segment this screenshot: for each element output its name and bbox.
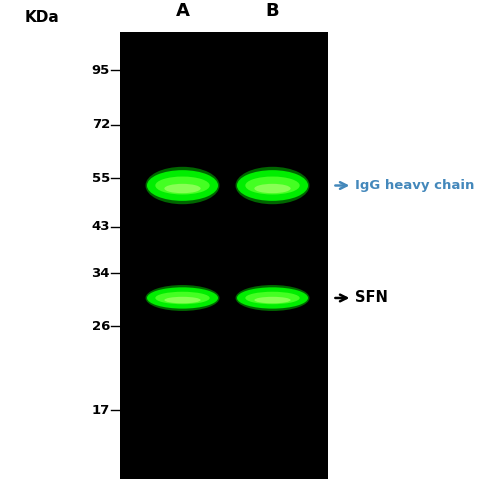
Ellipse shape — [236, 167, 310, 204]
Ellipse shape — [156, 177, 210, 195]
Ellipse shape — [156, 292, 210, 304]
Text: 72: 72 — [92, 118, 110, 131]
Text: 34: 34 — [92, 267, 110, 280]
Text: 17: 17 — [92, 404, 110, 417]
Text: A: A — [176, 2, 190, 20]
Ellipse shape — [147, 287, 218, 308]
Ellipse shape — [236, 285, 310, 311]
Text: 55: 55 — [92, 172, 110, 185]
Ellipse shape — [164, 297, 200, 303]
Text: 26: 26 — [92, 320, 110, 333]
Ellipse shape — [237, 170, 308, 201]
Ellipse shape — [146, 285, 220, 311]
Ellipse shape — [164, 184, 200, 193]
Ellipse shape — [146, 167, 220, 204]
Ellipse shape — [254, 184, 290, 193]
Ellipse shape — [246, 177, 300, 195]
Ellipse shape — [254, 297, 290, 303]
Text: IgG heavy chain: IgG heavy chain — [336, 179, 474, 192]
Ellipse shape — [246, 292, 300, 304]
Text: 95: 95 — [92, 64, 110, 77]
Text: B: B — [266, 2, 280, 20]
Ellipse shape — [237, 287, 308, 308]
Ellipse shape — [147, 170, 218, 201]
Text: 43: 43 — [92, 221, 110, 234]
Bar — [120, 32, 328, 479]
Text: SFN: SFN — [336, 290, 388, 305]
Text: KDa: KDa — [25, 10, 60, 25]
